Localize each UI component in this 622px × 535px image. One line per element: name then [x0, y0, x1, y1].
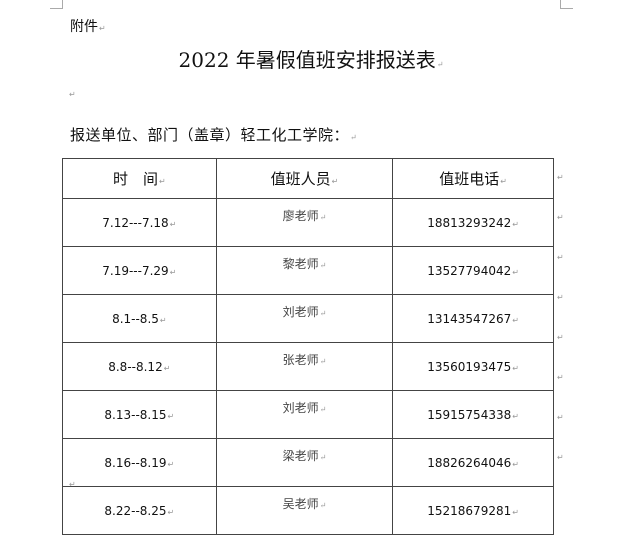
row-end-mark: ↵: [557, 413, 564, 422]
paragraph-mark: ↵: [167, 411, 175, 421]
row-end-mark: ↵: [557, 333, 564, 342]
cell-staff: 梁老师↵: [215, 438, 394, 487]
cell-text: 8.16--8.19: [104, 455, 167, 470]
paragraph-mark: ↵: [512, 507, 519, 517]
paragraph-mark: ↵: [319, 213, 327, 222]
cell-staff: 刘老师↵: [215, 294, 394, 343]
cell-time: 8.13--8.15↵: [62, 390, 217, 439]
paragraph-mark: ↵: [69, 90, 76, 99]
cell-text: 7.12---7.18: [102, 215, 169, 230]
paragraph-mark: ↵: [167, 507, 175, 517]
cell-phone: 18813293242↵: [392, 198, 554, 247]
table-row: 8.8--8.12↵ 张老师↵ 13560193475↵: [62, 342, 554, 391]
cell-text: 13560193475: [427, 359, 512, 374]
cell-text: 张老师: [282, 353, 319, 367]
cell-text: 黎老师: [282, 257, 319, 271]
crop-mark-right: [560, 0, 573, 9]
row-end-mark: ↵: [557, 373, 564, 382]
paragraph-mark: ↵: [163, 363, 171, 373]
paragraph-mark: ↵: [319, 309, 327, 318]
row-end-marks: ↵ ↵ ↵ ↵ ↵ ↵ ↵ ↵: [556, 158, 564, 478]
cell-staff: 刘老师↵: [215, 390, 394, 439]
table-row: 8.16--8.19↵ 梁老师↵ 18826264046↵: [62, 438, 554, 487]
cell-text: 7.19---7.29: [102, 263, 169, 278]
paragraph-mark: ↵: [319, 405, 327, 414]
cell-phone: 18826264046↵: [392, 438, 554, 487]
cell-text: 吴老师: [282, 497, 319, 511]
table-row: 7.12---7.18↵ 廖老师↵ 18813293242↵: [62, 198, 554, 247]
cell-staff: 廖老师↵: [215, 198, 394, 247]
cell-time: 7.19---7.29↵: [62, 246, 217, 295]
paragraph-mark: ↵: [167, 459, 175, 469]
paragraph-mark: ↵: [169, 219, 177, 229]
cell-phone: 13143547267↵: [392, 294, 554, 343]
row-end-mark: ↵: [557, 213, 564, 222]
paragraph-mark: ↵: [169, 267, 177, 277]
cell-time: 8.8--8.12↵: [62, 342, 217, 391]
cell-text: 18826264046: [427, 455, 512, 470]
paragraph-mark: ↵: [319, 261, 327, 270]
crop-mark-left: [50, 0, 63, 9]
header-phone: 值班电话↵: [392, 158, 554, 199]
cell-text: 18813293242: [427, 215, 512, 230]
table-row: 8.1--8.5↵ 刘老师↵ 13143547267↵: [62, 294, 554, 343]
cell-text: 梁老师: [282, 449, 319, 463]
row-end-mark: ↵: [557, 173, 564, 182]
cell-phone: 13527794042↵: [392, 246, 554, 295]
paragraph-mark: ↵: [319, 501, 327, 510]
annex-label: 附件↵: [70, 19, 106, 35]
cell-text: 15915754338: [427, 407, 512, 422]
paragraph-mark: ↵: [512, 219, 519, 229]
cell-time: 8.16--8.19↵: [62, 438, 217, 487]
paragraph-mark: ↵: [159, 315, 167, 325]
table-header-row: 时 间↵ 值班人员↵ 值班电话↵: [62, 158, 554, 199]
header-time: 时 间↵: [62, 158, 217, 199]
cell-text: 刘老师: [282, 305, 319, 319]
cell-text: 13143547267: [427, 311, 512, 326]
row-end-mark: ↵: [557, 453, 564, 462]
paragraph-mark: ↵: [512, 315, 519, 325]
header-staff: 值班人员↵: [215, 158, 394, 199]
cell-text: 8.13--8.15: [104, 407, 167, 422]
table-row: 7.19---7.29↵ 黎老师↵ 13527794042↵: [62, 246, 554, 295]
cell-text: 刘老师: [282, 401, 319, 415]
cell-time: 7.12---7.18↵: [62, 198, 217, 247]
paragraph-mark: ↵: [319, 357, 327, 366]
row-end-mark: ↵: [557, 293, 564, 302]
paragraph-mark: ↵: [512, 411, 519, 421]
cell-text: 13527794042: [427, 263, 512, 278]
cell-phone: 13560193475↵: [392, 342, 554, 391]
cell-time: 8.1--8.5↵: [62, 294, 217, 343]
paragraph-mark: ↵: [69, 480, 76, 489]
paragraph-mark: ↵: [512, 267, 519, 277]
row-end-mark: ↵: [557, 253, 564, 262]
table-row: 8.13--8.15↵ 刘老师↵ 15915754338↵: [62, 390, 554, 439]
reporting-unit-line: 报送单位、部门（盖章）轻工化工学院：↵: [70, 126, 358, 144]
cell-phone: 15915754338↵: [392, 390, 554, 439]
document-title: 2022 年暑假值班安排报送表↵: [178, 48, 444, 72]
paragraph-mark: ↵: [512, 363, 519, 373]
paragraph-mark: ↵: [512, 459, 519, 469]
paragraph-mark: ↵: [319, 453, 327, 462]
cell-staff: 黎老师↵: [215, 246, 394, 295]
cell-text: 8.1--8.5: [112, 311, 159, 326]
cell-text: 8.8--8.12: [108, 359, 163, 374]
cell-staff: 张老师↵: [215, 342, 394, 391]
cell-text: 廖老师: [282, 209, 319, 223]
duty-schedule-table: 时 间↵ 值班人员↵ 值班电话↵ 7.12---7.18↵ 廖老师↵ 1881329…: [62, 158, 554, 535]
